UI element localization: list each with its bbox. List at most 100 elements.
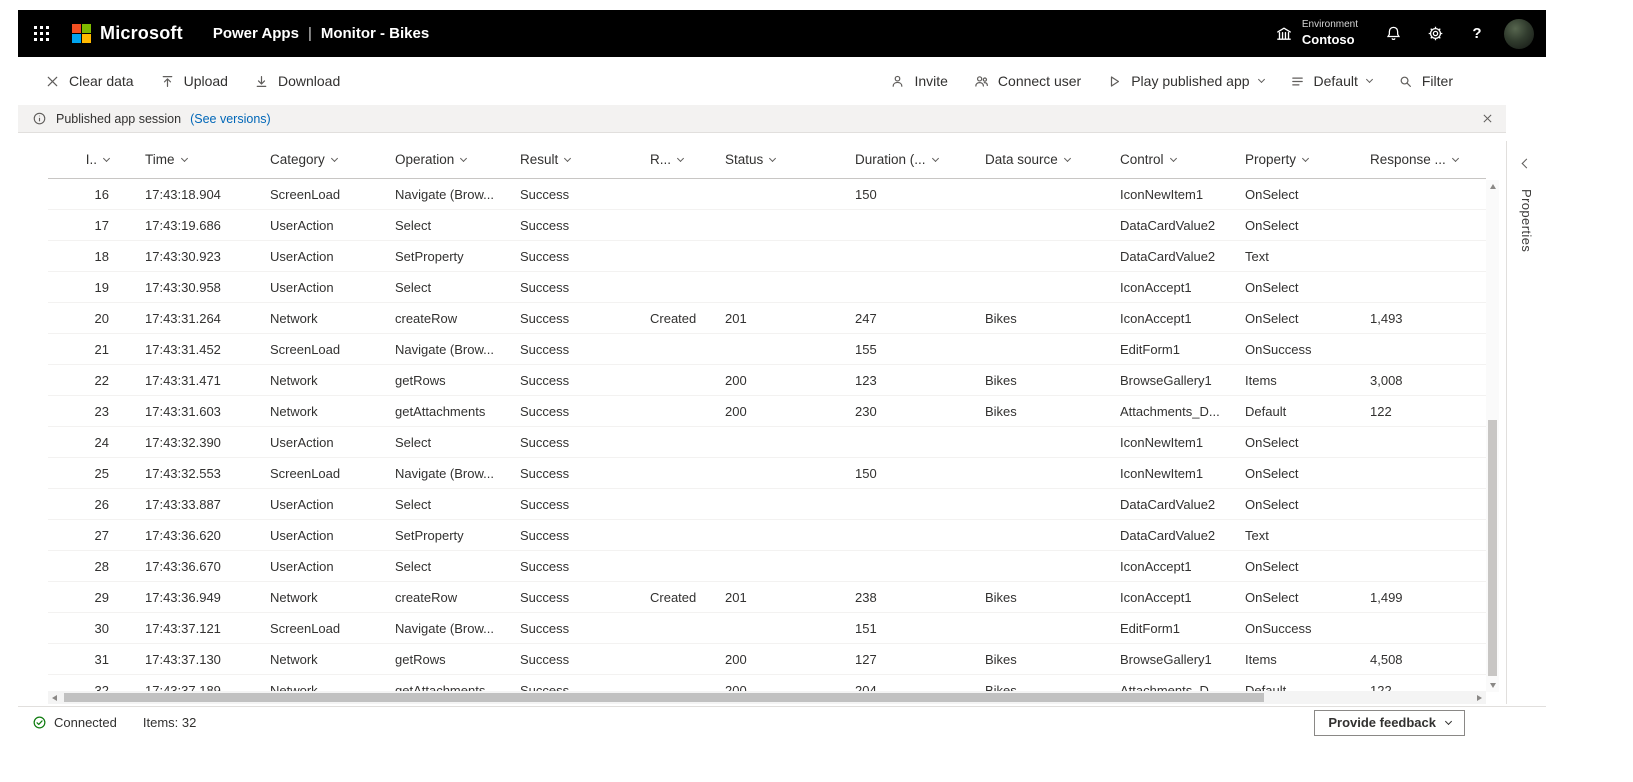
help-button[interactable]: ? — [1456, 10, 1498, 57]
chevron-down-icon — [1451, 154, 1459, 163]
triangle-down-icon — [1489, 683, 1496, 688]
table-row[interactable]: 27 17:43:36.620 UserAction SetProperty Succe… — [48, 520, 1486, 551]
vertical-scrollbar[interactable] — [1486, 180, 1499, 692]
provide-feedback-button[interactable]: Provide feedback — [1314, 709, 1465, 736]
cell-control: DataCardValue2 — [1120, 496, 1216, 512]
cell-category: UserAction — [270, 279, 334, 295]
scroll-right-button[interactable] — [1477, 694, 1482, 701]
cell-result: Success — [520, 589, 570, 605]
connect-user-button[interactable]: Connect user — [961, 60, 1094, 102]
cell-time: 17:43:31.603 — [145, 403, 221, 419]
notifications-button[interactable] — [1372, 10, 1414, 57]
cell-time: 17:43:31.264 — [145, 310, 221, 326]
table-row[interactable]: 19 17:43:30.958 UserAction Select Success Ico… — [48, 272, 1486, 303]
table-row[interactable]: 29 17:43:36.949 Network createRow Success Cre… — [48, 582, 1486, 613]
settings-button[interactable] — [1414, 10, 1456, 57]
table-row[interactable]: 21 17:43:31.452 ScreenLoad Navigate (Brow..… — [48, 334, 1486, 365]
clear-data-button[interactable]: Clear data — [32, 60, 147, 102]
horizontal-scrollbar[interactable] — [48, 691, 1486, 704]
cell-time: 17:43:30.923 — [145, 248, 221, 264]
download-button[interactable]: Download — [241, 60, 353, 102]
table-row[interactable]: 22 17:43:31.471 Network getRows Success 200 12… — [48, 365, 1486, 396]
microsoft-logo[interactable]: Microsoft — [72, 23, 183, 44]
column-header-result[interactable]: Result — [520, 152, 650, 167]
cell-operation: createRow — [395, 310, 458, 326]
column-header-data_source[interactable]: Data source — [985, 152, 1120, 167]
environment-label: Environment — [1301, 19, 1358, 31]
table-row[interactable]: 23 17:43:31.603 Network getAttachments Succe… — [48, 396, 1486, 427]
banner-message: Published app session — [56, 111, 182, 126]
waffle-icon — [33, 26, 49, 41]
chevron-down-icon — [931, 154, 939, 163]
cell-duration: 151 — [855, 620, 877, 636]
filter-button[interactable]: Filter — [1385, 60, 1466, 102]
column-header-duration[interactable]: Duration (... — [855, 152, 985, 167]
app-launcher-button[interactable] — [18, 10, 64, 57]
table-row[interactable]: 17 17:43:19.686 UserAction Select Success Dat… — [48, 210, 1486, 241]
invite-button[interactable]: Invite — [877, 60, 960, 102]
grid-body: 16 17:43:18.904 ScreenLoad Navigate (Brow..… — [48, 179, 1486, 691]
avatar[interactable] — [1504, 18, 1534, 49]
column-header-response_size[interactable]: Response ... — [1370, 152, 1486, 167]
column-header-result_info[interactable]: R... — [650, 152, 725, 167]
horizontal-scrollbar-thumb[interactable] — [64, 693, 1264, 702]
scroll-down-button[interactable] — [1486, 679, 1499, 692]
table-row[interactable]: 24 17:43:32.390 UserAction Select Success Ico… — [48, 427, 1486, 458]
banner-close-button[interactable] — [1481, 112, 1494, 125]
cell-response_size: 122 — [1370, 682, 1392, 692]
default-view-button[interactable]: Default — [1277, 60, 1385, 102]
triangle-up-icon — [1489, 184, 1496, 189]
cell-id: 22 — [94, 372, 109, 388]
page-title: Monitor - Bikes — [320, 25, 430, 42]
expand-panel-button[interactable] — [1515, 151, 1539, 175]
table-row[interactable]: 18 17:43:30.923 UserAction SetProperty Succe… — [48, 241, 1486, 272]
cell-result: Success — [520, 465, 570, 481]
table-row[interactable]: 20 17:43:31.264 Network createRow Success Cre… — [48, 303, 1486, 334]
table-row[interactable]: 32 17:43:37.189 Network getAttachments Succe… — [48, 675, 1486, 692]
column-header-control[interactable]: Control — [1120, 152, 1245, 167]
cell-result: Success — [520, 403, 570, 419]
cell-property: OnSelect — [1245, 465, 1299, 481]
column-header-id[interactable]: I.. — [48, 152, 145, 167]
column-header-property[interactable]: Property — [1245, 152, 1370, 167]
column-header-status[interactable]: Status — [725, 152, 855, 167]
see-versions-link[interactable]: (See versions) — [190, 111, 271, 126]
table-row[interactable]: 25 17:43:32.553 ScreenLoad Navigate (Brow..… — [48, 458, 1486, 489]
cell-data_source: Bikes — [985, 372, 1017, 388]
table-row[interactable]: 16 17:43:18.904 ScreenLoad Navigate (Brow..… — [48, 179, 1486, 210]
cell-operation: getAttachments — [395, 682, 486, 692]
vertical-scrollbar-thumb[interactable] — [1488, 420, 1497, 676]
column-header-time[interactable]: Time — [145, 152, 270, 167]
properties-panel-tab[interactable]: Properties — [1519, 189, 1534, 253]
table-row[interactable]: 30 17:43:37.121 ScreenLoad Navigate (Brow..… — [48, 613, 1486, 644]
cell-id: 19 — [94, 279, 109, 295]
cell-time: 17:43:32.553 — [145, 465, 221, 481]
cell-time: 17:43:37.189 — [145, 682, 221, 692]
environment-picker[interactable]: Environment Contoso — [1261, 10, 1372, 57]
scroll-left-button[interactable] — [52, 694, 57, 701]
cell-time: 17:43:37.130 — [145, 651, 221, 667]
cell-id: 17 — [94, 217, 109, 233]
play-published-app-button[interactable]: Play published app — [1094, 60, 1276, 102]
cell-status: 200 — [725, 682, 747, 692]
cell-operation: Navigate (Brow... — [395, 341, 494, 357]
column-header-category[interactable]: Category — [270, 152, 395, 167]
cell-operation: Navigate (Brow... — [395, 620, 494, 636]
cell-property: OnSelect — [1245, 310, 1299, 326]
table-row[interactable]: 31 17:43:37.130 Network getRows Success 200 12… — [48, 644, 1486, 675]
table-row[interactable]: 26 17:43:33.887 UserAction Select Success Dat… — [48, 489, 1486, 520]
cell-control: IconNewItem1 — [1120, 186, 1204, 202]
scroll-up-button[interactable] — [1486, 180, 1499, 193]
monitor-app: Microsoft Power Apps | Monitor - Bikes E… — [18, 10, 1546, 738]
upload-label: Upload — [183, 73, 228, 89]
cell-id: 31 — [94, 651, 109, 667]
cell-id: 25 — [94, 465, 109, 481]
cell-category: ScreenLoad — [270, 341, 341, 357]
column-header-operation[interactable]: Operation — [395, 152, 520, 167]
cell-category: UserAction — [270, 434, 334, 450]
connection-status: Connected — [32, 715, 117, 730]
table-row[interactable]: 28 17:43:36.670 UserAction Select Success Ico… — [48, 551, 1486, 582]
upload-button[interactable]: Upload — [147, 60, 241, 102]
cell-id: 28 — [94, 558, 109, 574]
cell-operation: getRows — [395, 651, 446, 667]
